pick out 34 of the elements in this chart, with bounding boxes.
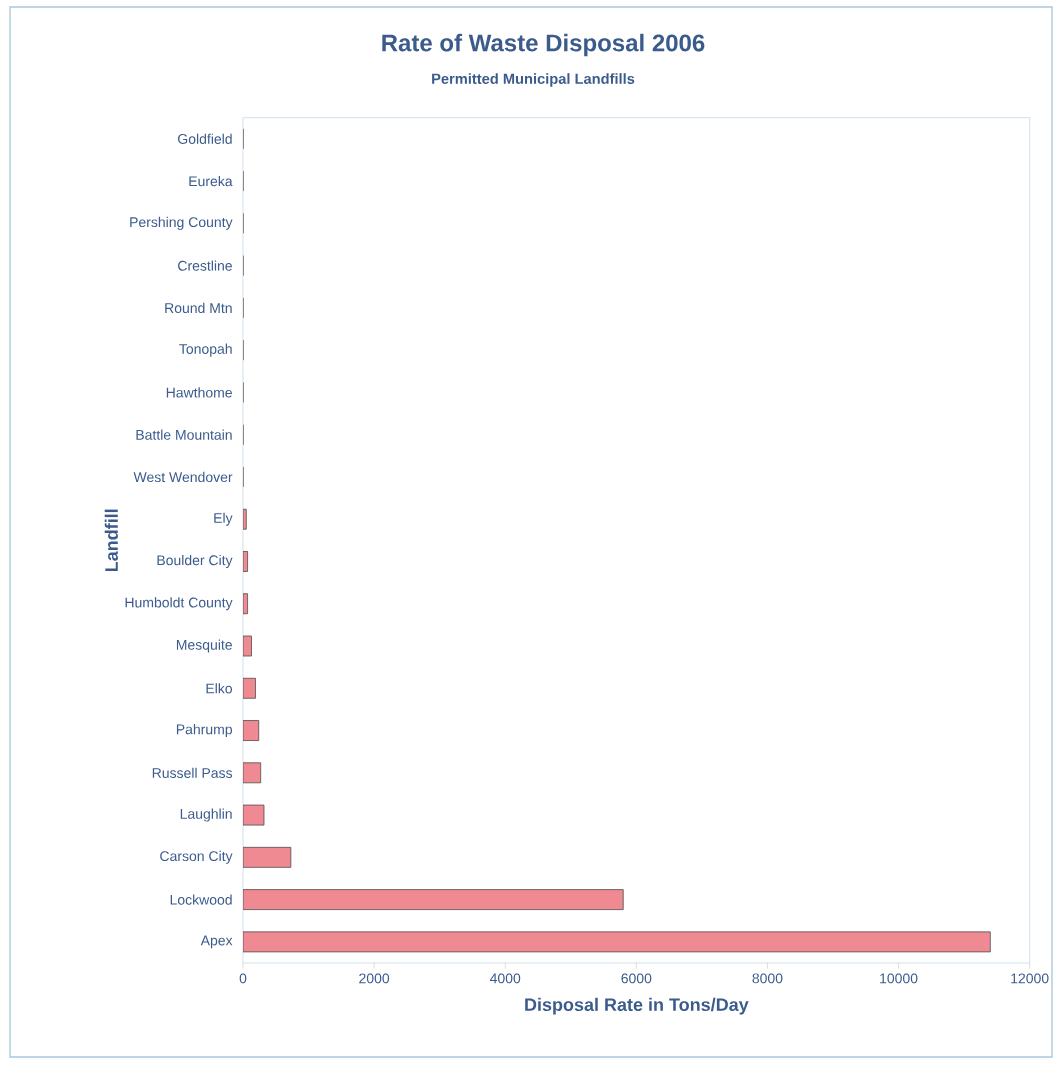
x-tick-label: 8000 [752,973,783,984]
y-tick-label: Round Mtn [165,302,232,314]
y-tick-label: Laughlin [180,808,232,822]
x-tick-label: 6000 [621,973,652,984]
y-tick-label: Carson City [160,850,233,864]
x-axis-title: Disposal Rate in Tons/Day [525,997,749,1015]
y-tick-label: Elko [206,683,232,694]
y-axis-title: Landfill [104,509,118,572]
y-tick-label: Crestline [178,260,232,271]
bar [243,931,991,953]
y-tick-label: Ely [214,512,233,526]
y-tick-label: Russell Pass [152,767,233,778]
x-tick-label: 4000 [489,973,521,984]
bar [243,846,292,868]
y-tick-label: Tonopah [179,343,232,357]
chart-title: Rate of Waste Disposal 2006 [382,33,705,57]
y-tick-label: Mesquite [176,639,232,653]
y-tick-label: Lockwood [170,894,232,905]
y-tick-label: Pahrump [176,724,232,738]
y-tick-label: Apex [200,935,233,949]
x-tick-label: 12000 [1011,973,1049,984]
y-tick-label: Humboldt County [125,597,233,611]
y-tick-label: West Wendover [133,471,233,483]
y-tick-label: Pershing County [130,216,233,230]
y-tick-label: Boulder City [157,554,233,568]
x-tick-label: 10000 [880,973,918,984]
y-tick-label: Battle Mountain [136,429,232,440]
y-tick-label: Eureka [189,175,233,187]
bar [243,889,624,911]
chart-subtitle: Permitted Municipal Landfills [432,73,635,87]
x-tick-label: 2000 [359,973,390,984]
y-tick-label: Hawthome [166,387,232,398]
x-tick-label: 0 [239,973,247,984]
y-tick-label: Goldfield [178,133,232,144]
